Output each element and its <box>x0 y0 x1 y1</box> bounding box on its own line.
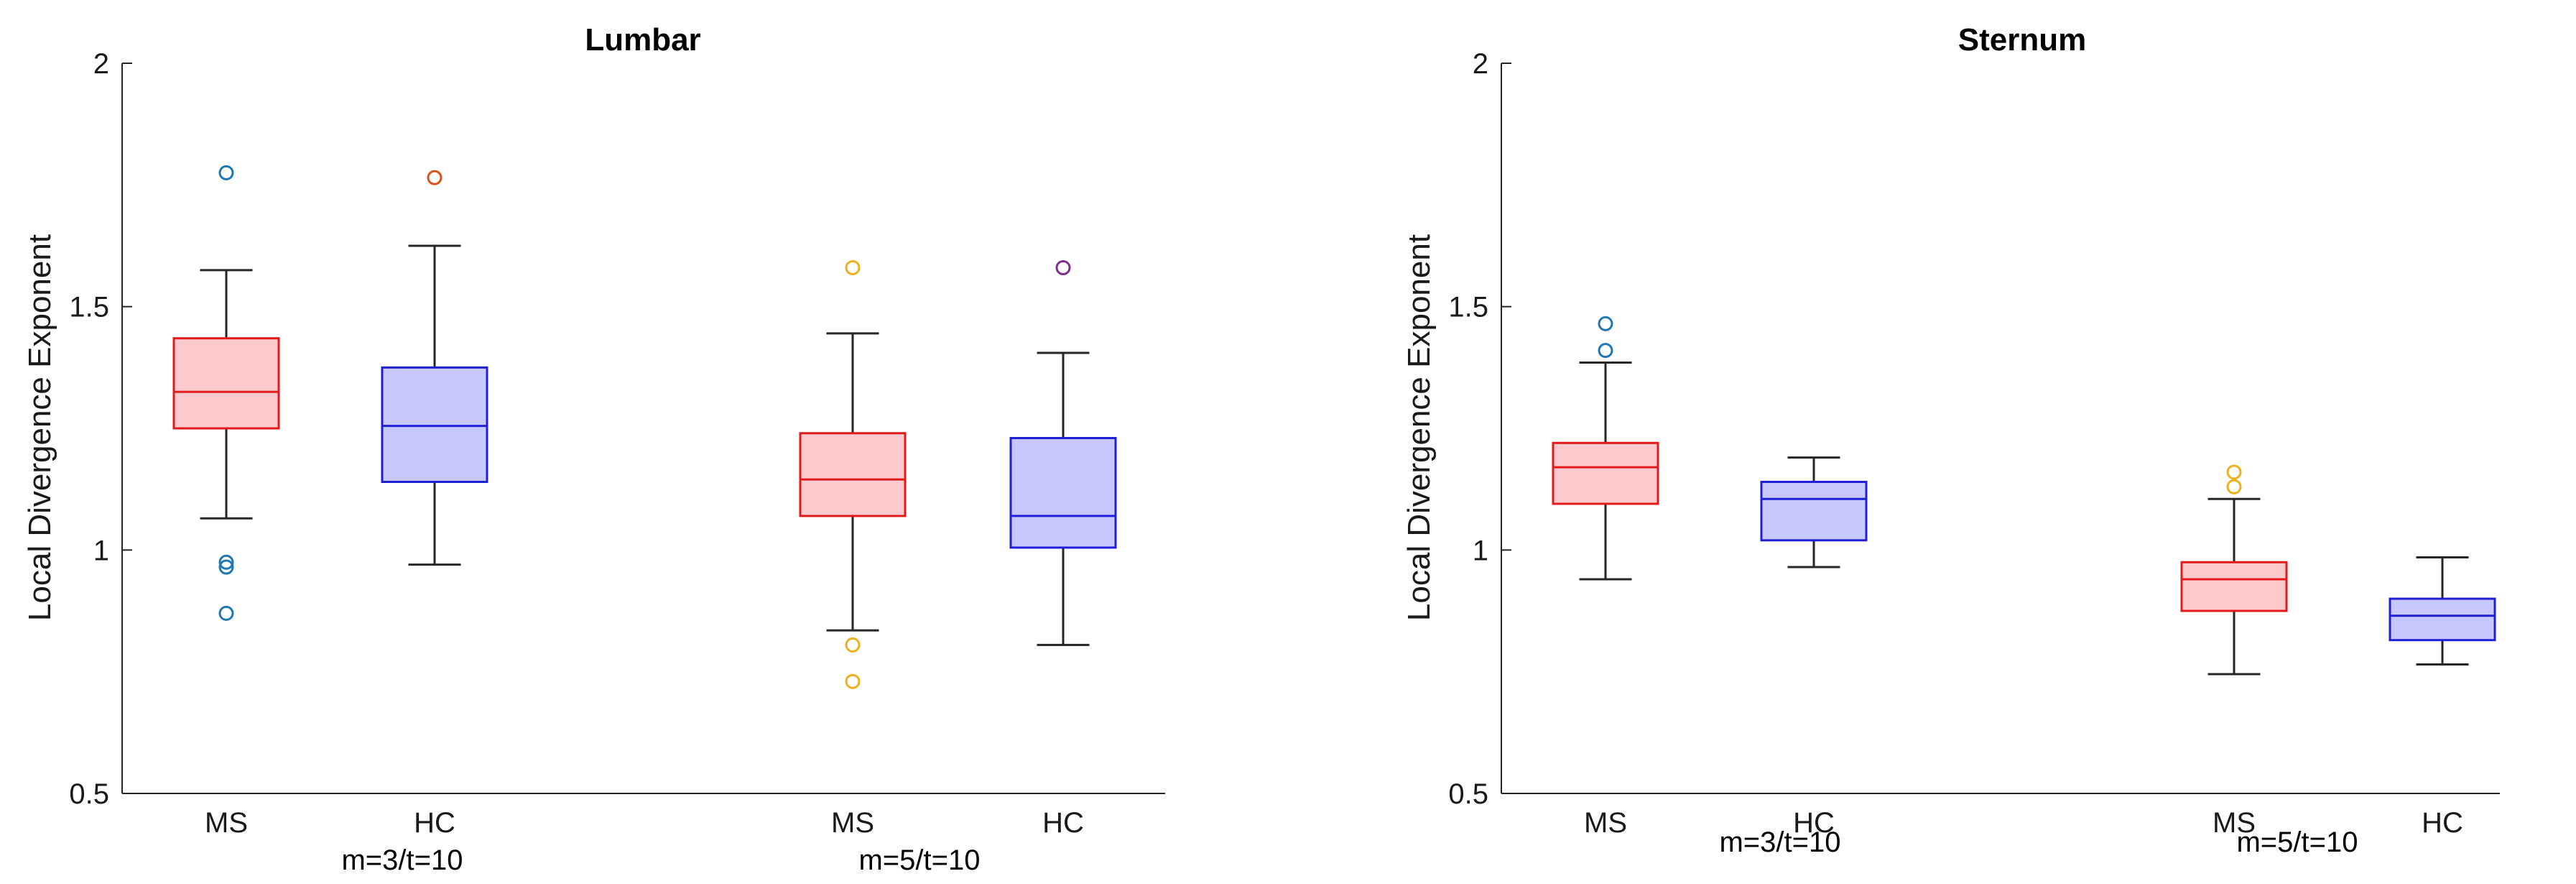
sternum-category-label: HC <box>2422 807 2463 839</box>
lumbar-title: Lumbar <box>585 22 700 57</box>
iqr-box <box>2180 561 2288 612</box>
sternum-y-ticks: 0.5 1 1.5 2 <box>1448 48 1511 810</box>
outlier-point <box>218 605 234 621</box>
sternum-y-tick-label: 1.5 <box>1448 292 1488 323</box>
iqr-box <box>1760 481 1868 542</box>
lumbar-y-ticks: 0.5 1 1.5 2 <box>69 48 132 810</box>
outlier-point <box>845 637 861 653</box>
sternum-y-tick-label: 0.5 <box>1448 778 1488 810</box>
outlier-point <box>1598 316 1613 331</box>
iqr-box <box>381 366 488 484</box>
outlier-point <box>427 170 443 185</box>
sternum-boxes <box>1552 316 2496 676</box>
outlier-point <box>1055 259 1071 275</box>
sternum-group-label: m=5/t=10 <box>2236 827 2358 858</box>
lumbar-group-label: m=5/t=10 <box>858 844 980 876</box>
outlier-point <box>1598 343 1613 359</box>
sternum-category-labels: MS HC MS HC <box>1584 807 2463 839</box>
sternum-y-tick-label: 1 <box>1473 535 1488 566</box>
lumbar-box-ms <box>799 259 907 689</box>
lumbar-category-label: HC <box>414 807 455 839</box>
sternum-box-hc <box>1760 456 1868 568</box>
lumbar-y-tick-label: 2 <box>93 48 109 80</box>
lumbar-category-label: HC <box>1042 807 1084 839</box>
sternum-panel: Sternum Local Divergence Exponent 0.5 1 1.… <box>1401 22 2500 858</box>
sternum-category-label: HC <box>1793 807 1835 839</box>
iqr-box <box>799 432 907 517</box>
lumbar-group-labels: m=3/t=10 m=5/t=10 <box>341 844 980 876</box>
outlier-point <box>2226 464 2242 480</box>
lumbar-panel: Lumbar Local Divergence Exponent 0.5 1 1.5… <box>22 22 1165 876</box>
lumbar-y-tick-label: 1 <box>93 535 109 566</box>
lumbar-category-labels: MS HC MS HC <box>205 807 1084 839</box>
iqr-box <box>2389 597 2496 642</box>
lumbar-box-hc <box>381 170 488 566</box>
lumbar-box-hc <box>1009 259 1117 646</box>
sternum-group-labels: m=3/t=10 m=5/t=10 <box>1719 827 2358 858</box>
sternum-box-ms <box>2180 464 2288 676</box>
outlier-point <box>218 165 234 180</box>
iqr-box <box>1552 441 1659 505</box>
sternum-box-hc <box>2389 556 2496 666</box>
lumbar-category-label: MS <box>831 807 874 839</box>
sternum-y-tick-label: 2 <box>1473 48 1488 80</box>
lumbar-y-axis-label: Local Divergence Exponent <box>22 234 57 621</box>
lumbar-y-tick-label: 0.5 <box>69 778 109 810</box>
outlier-point <box>2226 479 2242 494</box>
sternum-box-ms <box>1552 316 1659 581</box>
outlier-point <box>218 559 234 575</box>
sternum-category-label: MS <box>1584 807 1627 839</box>
lumbar-group-label: m=3/t=10 <box>341 844 463 876</box>
iqr-box <box>172 337 280 430</box>
sternum-category-label: MS <box>2213 807 2256 839</box>
sternum-title: Sternum <box>1958 22 2086 57</box>
outlier-point <box>218 554 234 570</box>
sternum-y-axis-label: Local Divergence Exponent <box>1401 234 1437 621</box>
sternum-group-label: m=3/t=10 <box>1719 827 1840 858</box>
lumbar-y-tick-label: 1.5 <box>69 292 109 323</box>
lumbar-category-label: MS <box>205 807 248 839</box>
outlier-point <box>845 673 861 689</box>
lumbar-box-ms <box>172 165 280 621</box>
lumbar-boxes <box>172 165 1117 689</box>
outlier-point <box>845 259 861 275</box>
iqr-box <box>1009 437 1117 549</box>
